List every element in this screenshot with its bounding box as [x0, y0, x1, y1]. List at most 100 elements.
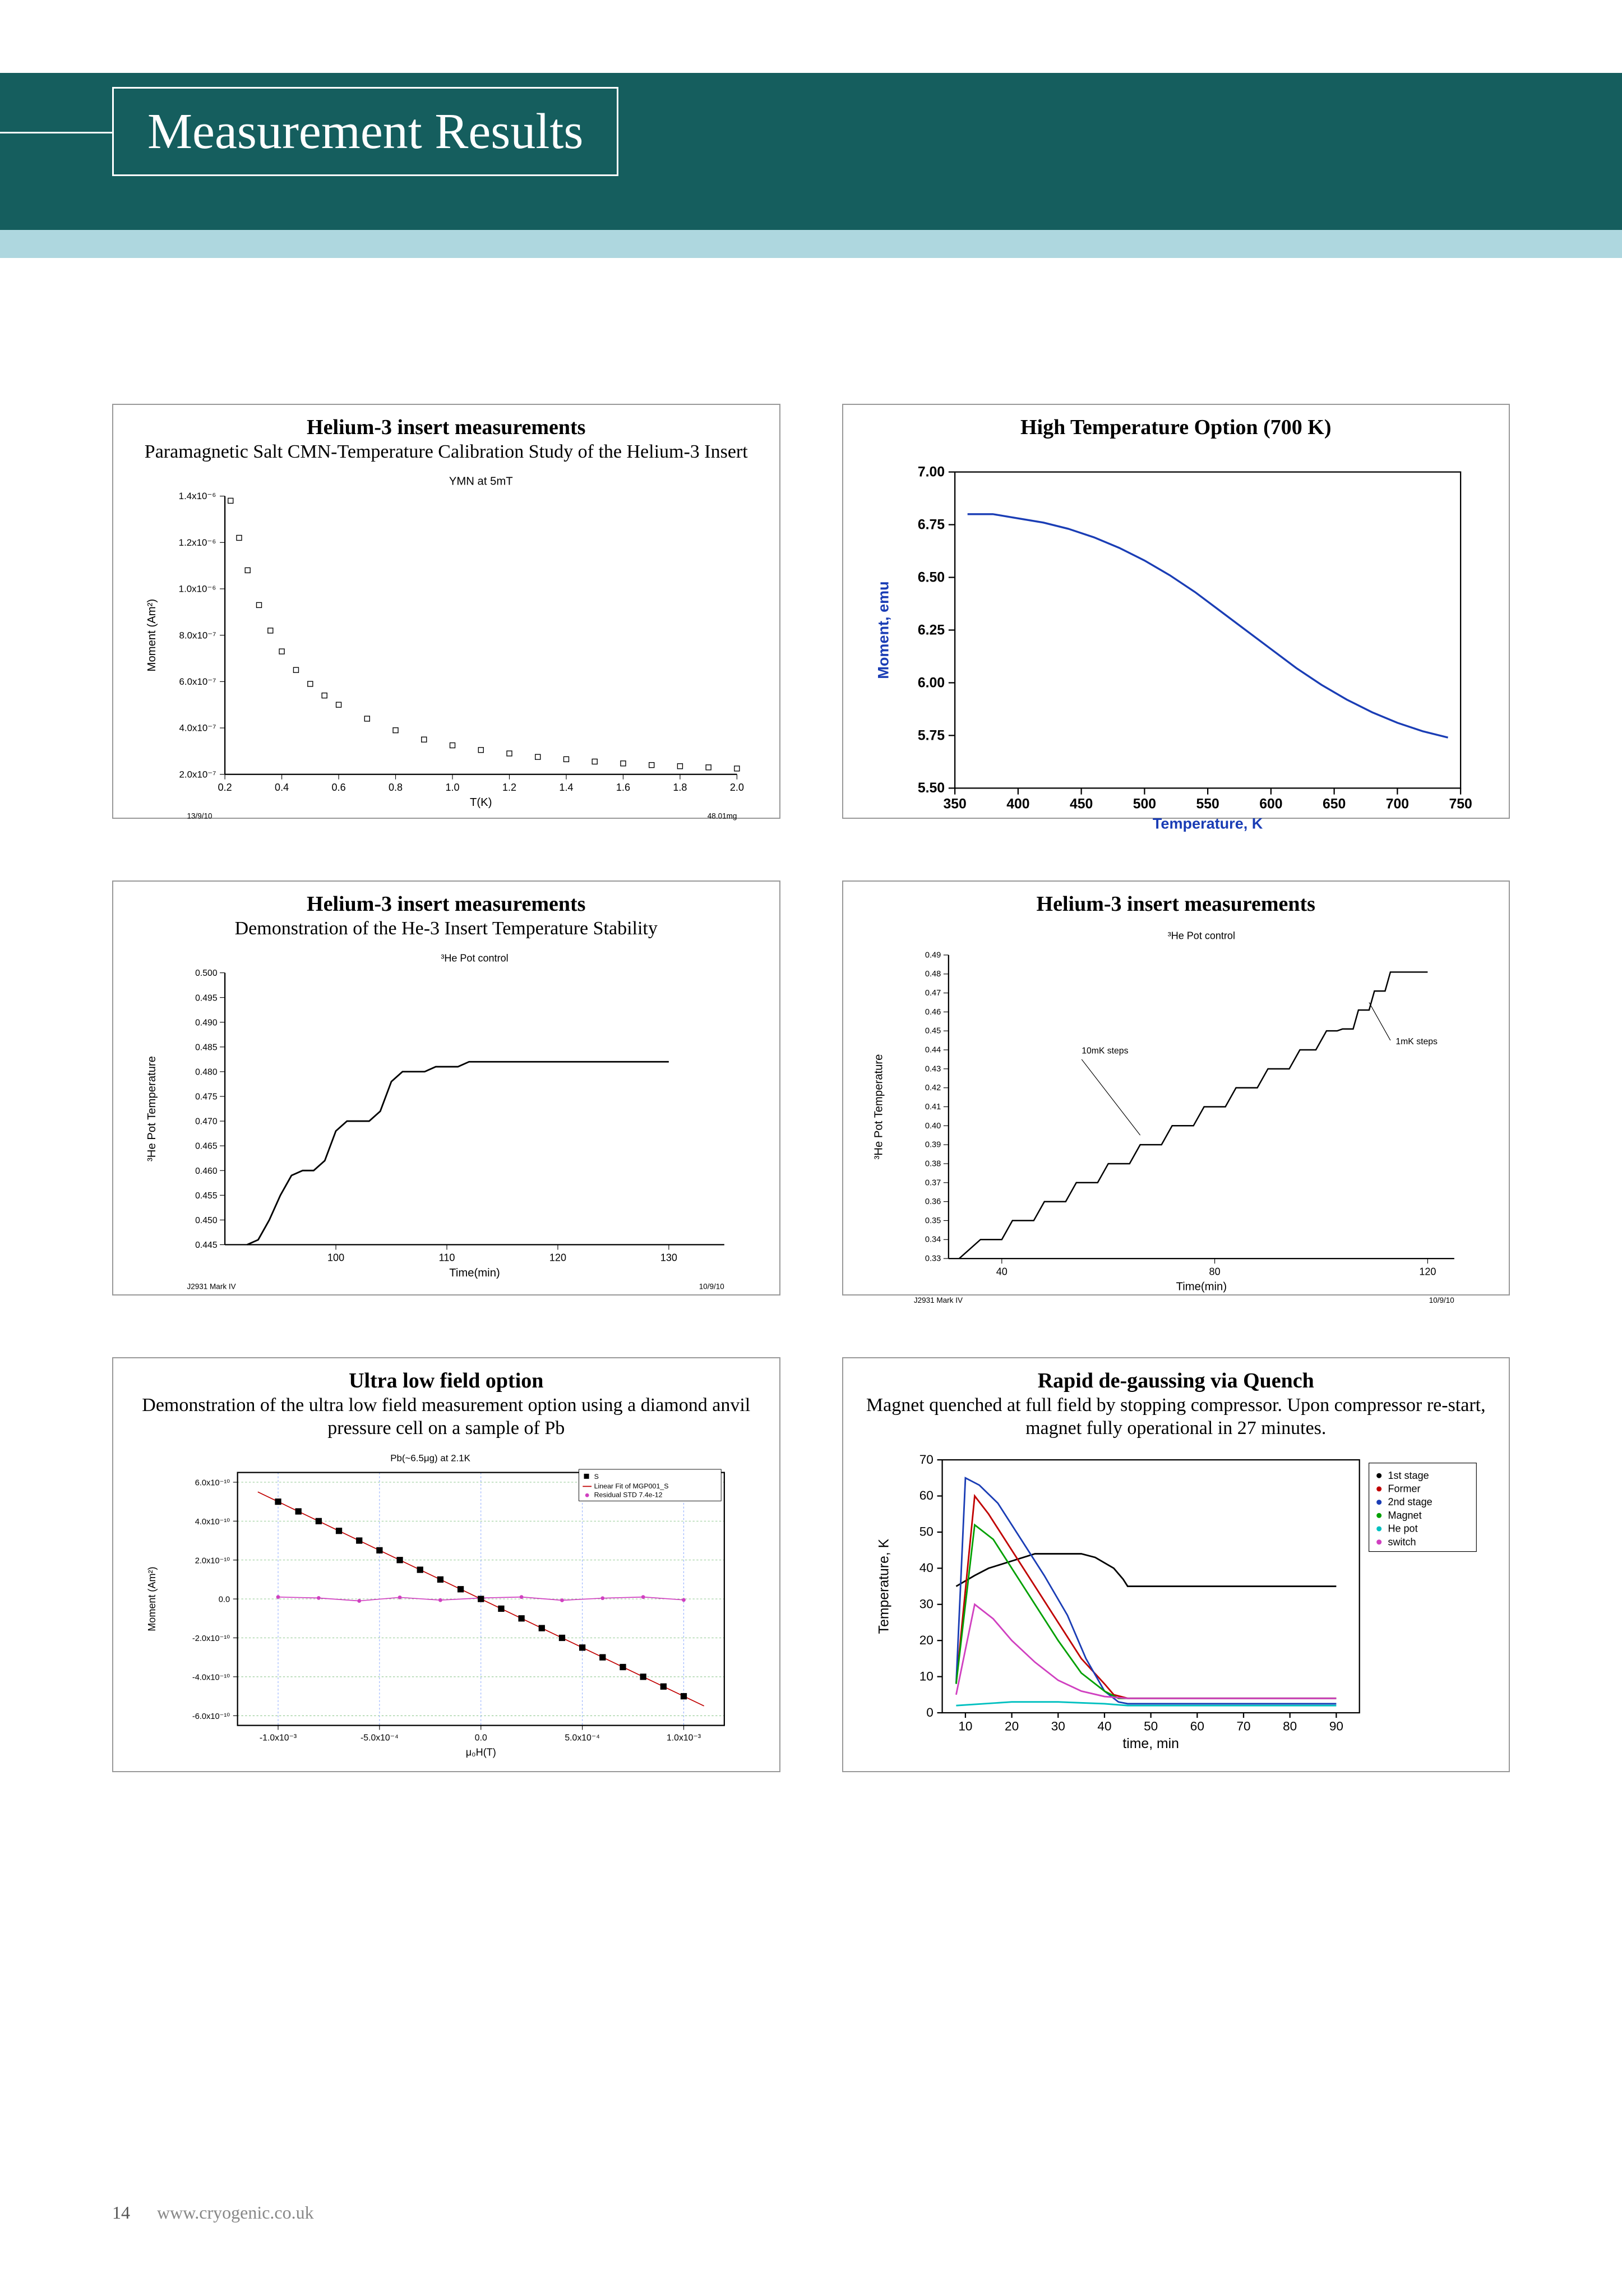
svg-text:0.44: 0.44	[925, 1046, 941, 1055]
svg-text:0.49: 0.49	[925, 951, 941, 960]
svg-text:1mK steps: 1mK steps	[1395, 1037, 1438, 1046]
panel-quench: Rapid de-gaussing via Quench Magnet quen…	[842, 1357, 1510, 1772]
svg-text:0.490: 0.490	[195, 1018, 218, 1027]
svg-text:0: 0	[926, 1705, 934, 1719]
svg-text:20: 20	[919, 1633, 933, 1647]
svg-text:³He Pot control: ³He Pot control	[1167, 930, 1235, 942]
svg-text:0.40: 0.40	[925, 1122, 941, 1131]
svg-text:J2931 Mark IV: J2931 Mark IV	[187, 1282, 235, 1290]
svg-text:50: 50	[1144, 1719, 1158, 1733]
svg-text:0.465: 0.465	[195, 1142, 218, 1151]
panel-title: Helium-3 insert measurements	[130, 892, 763, 916]
svg-text:10mK steps: 10mK steps	[1082, 1046, 1128, 1056]
panel-he3-stability: Helium-3 insert measurements Demonstrati…	[112, 880, 780, 1295]
chart-quench: 102030405060708090010203040506070time, m…	[860, 1446, 1492, 1765]
svg-text:0.0: 0.0	[219, 1595, 230, 1604]
svg-text:60: 60	[1190, 1719, 1204, 1733]
panel-high-temp: High Temperature Option (700 K) 350 400 45…	[842, 404, 1510, 819]
svg-text:0.41: 0.41	[925, 1103, 941, 1112]
svg-text:110: 110	[439, 1252, 455, 1264]
svg-text:2.0: 2.0	[730, 782, 744, 793]
svg-text:0.37: 0.37	[925, 1178, 941, 1187]
svg-text:Time(min): Time(min)	[1176, 1280, 1227, 1293]
svg-text:8.0x10⁻⁷: 8.0x10⁻⁷	[179, 630, 216, 640]
svg-text:Temperature, K: Temperature, K	[876, 1538, 891, 1634]
svg-text:0.8: 0.8	[389, 782, 403, 793]
panel-grid: Helium-3 insert measurements Paramagneti…	[112, 404, 1510, 1772]
svg-text:1.4: 1.4	[559, 782, 573, 793]
svg-text:40: 40	[996, 1266, 1007, 1277]
svg-text:90: 90	[1329, 1719, 1343, 1733]
svg-text:4.0x10⁻⁷: 4.0x10⁻⁷	[179, 722, 216, 733]
svg-text:μ₀H(T): μ₀H(T)	[466, 1746, 496, 1758]
svg-text:0.485: 0.485	[195, 1043, 218, 1052]
svg-text:400: 400	[1006, 796, 1029, 812]
svg-text:2.0x10⁻¹⁰: 2.0x10⁻¹⁰	[195, 1556, 230, 1565]
svg-text:1.0x10⁻⁶: 1.0x10⁻⁶	[179, 583, 216, 594]
svg-text:30: 30	[919, 1597, 933, 1611]
svg-text:80: 80	[1283, 1719, 1297, 1733]
panel-ultra-low-field: Ultra low field option Demonstration of …	[112, 1357, 780, 1772]
svg-text:³He Pot control: ³He Pot control	[441, 952, 508, 963]
page-footer: 14 www.cryogenic.co.uk	[112, 2202, 314, 2223]
panel-title: Ultra low field option	[130, 1368, 763, 1393]
svg-text:6.25: 6.25	[917, 623, 944, 638]
svg-text:5.50: 5.50	[917, 781, 944, 796]
svg-text:-6.0x10⁻¹⁰: -6.0x10⁻¹⁰	[192, 1712, 230, 1721]
svg-text:switch: switch	[1388, 1536, 1416, 1547]
panel-title: Helium-3 insert measurements	[860, 892, 1492, 916]
svg-text:600: 600	[1259, 796, 1282, 812]
svg-text:0.42: 0.42	[925, 1084, 941, 1092]
svg-text:Former: Former	[1388, 1483, 1420, 1494]
svg-text:Moment, emu: Moment, emu	[875, 581, 891, 679]
svg-text:YMN at 5mT: YMN at 5mT	[449, 475, 513, 487]
svg-text:6.00: 6.00	[917, 675, 944, 690]
page-number: 14	[112, 2202, 130, 2223]
svg-text:Linear Fit of MGP001_S: Linear Fit of MGP001_S	[594, 1482, 669, 1490]
svg-text:100: 100	[327, 1252, 344, 1264]
panel-sub: Magnet quenched at full field by stoppin…	[860, 1394, 1492, 1440]
svg-text:-2.0x10⁻¹⁰: -2.0x10⁻¹⁰	[192, 1634, 230, 1643]
svg-text:0.39: 0.39	[925, 1141, 941, 1150]
svg-text:10/9/10: 10/9/10	[1429, 1296, 1454, 1304]
svg-text:550: 550	[1196, 796, 1219, 812]
svg-text:T(K): T(K)	[470, 796, 492, 809]
svg-text:10/9/10: 10/9/10	[699, 1282, 724, 1290]
svg-text:0.455: 0.455	[195, 1191, 218, 1201]
panel-title: High Temperature Option (700 K)	[860, 415, 1492, 440]
svg-text:Moment (Am²): Moment (Am²)	[146, 1566, 158, 1631]
panel-title: Helium-3 insert measurements	[130, 415, 763, 440]
svg-text:48.01mg: 48.01mg	[708, 812, 737, 820]
svg-text:750: 750	[1449, 796, 1472, 812]
svg-text:1.2x10⁻⁶: 1.2x10⁻⁶	[179, 537, 216, 548]
svg-text:0.38: 0.38	[925, 1159, 941, 1168]
svg-text:0.36: 0.36	[925, 1197, 941, 1206]
header-subband	[0, 230, 1622, 258]
svg-text:120: 120	[1419, 1266, 1436, 1277]
svg-text:0.46: 0.46	[925, 1008, 941, 1017]
svg-text:700: 700	[1385, 796, 1408, 812]
svg-text:³He Pot Temperature: ³He Pot Temperature	[872, 1054, 885, 1160]
svg-text:40: 40	[1097, 1719, 1111, 1733]
svg-text:J2931 Mark IV: J2931 Mark IV	[913, 1296, 962, 1304]
chart-lowfield: Pb(~6.5μg) at 2.1K-1.0x10⁻³-5.0x10⁻⁴0.05…	[130, 1446, 763, 1777]
svg-text:time, min: time, min	[1122, 1736, 1179, 1751]
panel-sub: Paramagnetic Salt CMN-Temperature Calibr…	[130, 441, 763, 464]
svg-text:450: 450	[1069, 796, 1092, 812]
svg-text:0.34: 0.34	[925, 1235, 941, 1244]
svg-text:130: 130	[660, 1252, 677, 1264]
svg-text:0.500: 0.500	[195, 969, 218, 978]
svg-text:1.2: 1.2	[502, 782, 516, 793]
svg-text:30: 30	[1051, 1719, 1065, 1733]
svg-text:350: 350	[943, 796, 966, 812]
svg-text:0.495: 0.495	[195, 993, 218, 1003]
svg-text:0.450: 0.450	[195, 1216, 218, 1225]
svg-text:Residual STD 7.4e-12: Residual STD 7.4e-12	[594, 1491, 663, 1499]
svg-text:6.75: 6.75	[917, 517, 944, 532]
svg-text:5.0x10⁻⁴: 5.0x10⁻⁴	[565, 1733, 599, 1742]
svg-text:³He Pot Temperature: ³He Pot Temperature	[146, 1056, 158, 1161]
svg-text:0.4: 0.4	[275, 782, 289, 793]
svg-text:1.0x10⁻³: 1.0x10⁻³	[667, 1733, 701, 1742]
panel-he3-steps: Helium-3 insert measurements ³He Pot con…	[842, 880, 1510, 1295]
svg-text:Moment (Am²): Moment (Am²)	[146, 599, 158, 672]
